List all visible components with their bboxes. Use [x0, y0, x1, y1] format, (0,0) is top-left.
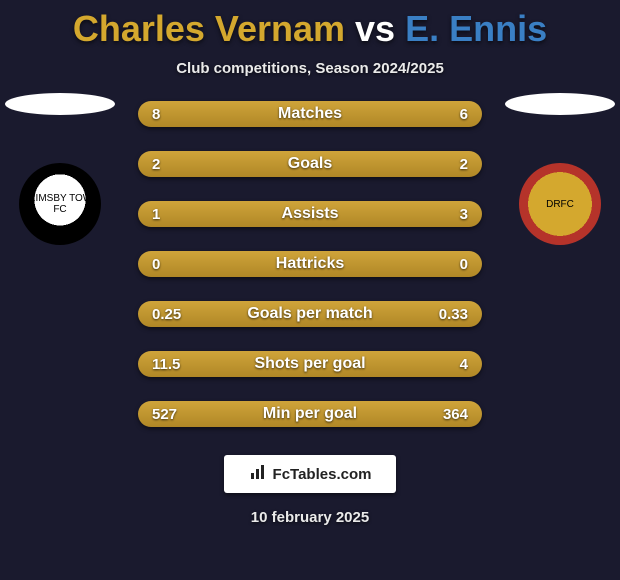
stat-right-value: 6 [460, 106, 468, 123]
subtitle: Club competitions, Season 2024/2025 [0, 60, 620, 77]
stat-left-value: 1 [152, 206, 160, 223]
stat-right-value: 0 [460, 256, 468, 273]
player2-name: E. Ennis [405, 8, 547, 49]
stat-row: 0 Hattricks 0 [138, 251, 482, 277]
stat-label: Hattricks [276, 255, 344, 273]
vs-text: vs [355, 8, 395, 49]
stat-row: 527 Min per goal 364 [138, 401, 482, 427]
player2-disc [505, 93, 615, 115]
right-column: DRFC [500, 93, 620, 245]
player2-crest: DRFC [519, 163, 601, 245]
stat-row: 1 Assists 3 [138, 201, 482, 227]
stat-left-value: 0.25 [152, 306, 181, 323]
comparison-title: Charles Vernam vs E. Ennis [0, 0, 620, 50]
stat-label: Shots per goal [254, 355, 365, 373]
stat-right-value: 364 [443, 406, 468, 423]
stat-label: Goals [288, 155, 332, 173]
stat-right-value: 3 [460, 206, 468, 223]
player1-name: Charles Vernam [73, 8, 345, 49]
crest-left-label: GRIMSBY TOWN FC [19, 193, 101, 215]
stat-left-value: 2 [152, 156, 160, 173]
stat-row: 11.5 Shots per goal 4 [138, 351, 482, 377]
player1-disc [5, 93, 115, 115]
stat-label: Min per goal [263, 405, 357, 423]
brand-box[interactable]: FcTables.com [224, 455, 396, 493]
left-column: GRIMSBY TOWN FC [0, 93, 120, 245]
stat-label: Goals per match [247, 305, 372, 323]
stat-right-value: 4 [460, 356, 468, 373]
crest-right-label: DRFC [546, 199, 574, 210]
stat-row: 8 Matches 6 [138, 101, 482, 127]
stat-left-value: 0 [152, 256, 160, 273]
comparison-area: GRIMSBY TOWN FC DRFC 8 Matches 6 2 Goals 2 1 As… [0, 101, 620, 427]
stat-left-value: 527 [152, 406, 177, 423]
player1-crest: GRIMSBY TOWN FC [19, 163, 101, 245]
stats-list: 8 Matches 6 2 Goals 2 1 Assists 3 0 Hattricks 0 0.25… [138, 101, 482, 427]
stat-label: Assists [282, 205, 339, 223]
stat-label: Matches [278, 105, 342, 123]
stat-left-value: 11.5 [152, 356, 180, 373]
brand-label: FcTables.com [273, 466, 372, 483]
stat-row: 0.25 Goals per match 0.33 [138, 301, 482, 327]
date-text: 10 february 2025 [0, 509, 620, 526]
stat-right-value: 2 [460, 156, 468, 173]
chart-icon [249, 463, 267, 486]
stat-row: 2 Goals 2 [138, 151, 482, 177]
stat-right-value: 0.33 [439, 306, 468, 323]
stat-left-value: 8 [152, 106, 160, 123]
